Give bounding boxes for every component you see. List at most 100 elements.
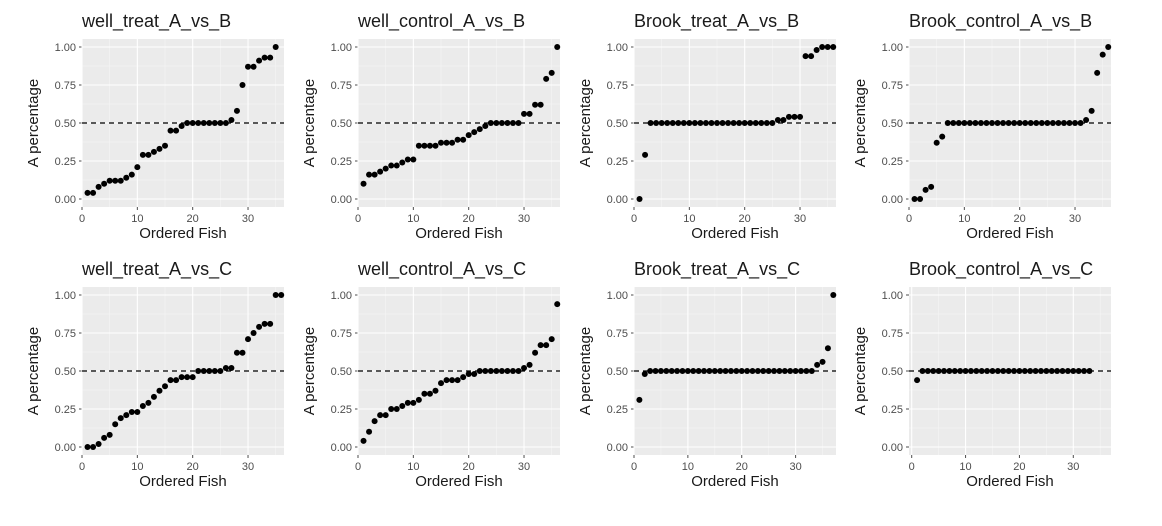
data-point — [758, 120, 765, 126]
data-point — [819, 358, 826, 365]
data-point — [504, 368, 511, 374]
data-point — [493, 120, 500, 126]
data-point — [134, 164, 141, 171]
data-point — [702, 120, 709, 126]
data-point — [819, 44, 826, 50]
data-point — [178, 374, 185, 381]
data-point — [1054, 368, 1061, 374]
data-point — [955, 120, 962, 126]
x-tick-label: 30 — [794, 213, 806, 225]
data-point — [256, 57, 263, 64]
data-point — [1075, 368, 1082, 374]
data-point — [787, 368, 794, 374]
y-tick-label: 0.00 — [331, 194, 352, 206]
x-tick-label: 30 — [242, 461, 254, 473]
data-point — [421, 390, 428, 397]
data-point — [465, 371, 472, 378]
data-point — [415, 396, 422, 403]
data-point — [717, 368, 724, 374]
x-tick-label: 0 — [355, 213, 361, 225]
y-tick-label: 0.50 — [331, 366, 352, 378]
y-tick-label: 1.00 — [55, 290, 76, 302]
data-point — [749, 368, 756, 374]
y-tick-label: 0.25 — [607, 156, 628, 168]
data-point — [162, 383, 169, 390]
data-point — [1027, 368, 1034, 374]
x-tick-label: 10 — [959, 461, 971, 473]
data-point — [930, 368, 937, 374]
data-point — [410, 156, 417, 163]
data-point — [769, 120, 776, 126]
data-point — [774, 116, 781, 123]
data-point — [972, 120, 979, 126]
x-tick-label: 10 — [131, 213, 143, 225]
data-point — [117, 177, 124, 184]
data-point — [460, 374, 467, 381]
data-point — [994, 120, 1001, 126]
data-point — [924, 368, 931, 374]
data-point — [123, 174, 130, 181]
data-point — [476, 368, 483, 374]
data-point — [669, 120, 676, 126]
data-point — [763, 120, 770, 126]
data-point — [747, 120, 754, 126]
data-point — [1099, 51, 1106, 58]
data-point — [914, 377, 921, 384]
x-tick-label: 20 — [739, 213, 751, 225]
x-tick-label: 20 — [1013, 461, 1025, 473]
x-tick-label: 0 — [631, 461, 637, 473]
y-axis-label: A percentage — [577, 327, 594, 415]
data-point — [426, 142, 433, 149]
data-point — [797, 113, 804, 120]
x-tick-label: 0 — [906, 213, 912, 225]
data-point — [935, 368, 942, 374]
data-point — [647, 368, 654, 374]
data-point — [752, 120, 759, 126]
data-point — [668, 368, 675, 374]
data-point — [736, 120, 743, 126]
data-point — [117, 415, 124, 422]
y-axis-label: A percentage — [301, 327, 318, 415]
y-tick-label: 0.00 — [331, 442, 352, 454]
y-tick-label: 0.75 — [331, 328, 352, 340]
data-point — [917, 196, 924, 202]
data-point — [652, 368, 659, 374]
data-point — [554, 301, 561, 308]
x-axis-label: Ordered Fish — [966, 473, 1054, 490]
data-point — [977, 120, 984, 126]
data-point — [1027, 120, 1034, 126]
data-point — [1105, 44, 1112, 50]
data-point — [432, 142, 439, 149]
data-point — [106, 431, 113, 438]
data-point — [1066, 120, 1073, 126]
data-point — [776, 368, 783, 374]
data-point — [719, 120, 726, 126]
data-point — [686, 120, 693, 126]
scatter-panel-6: well_control_A_vs_C 0.00 0.25 0.50 0.75 1.00 0… — [301, 259, 561, 490]
y-tick-label: 0.75 — [607, 80, 628, 92]
data-point — [1077, 120, 1084, 126]
y-tick-label: 0.25 — [331, 404, 352, 416]
data-point — [128, 409, 135, 416]
data-point — [679, 368, 686, 374]
data-point — [939, 133, 946, 140]
x-axis-label: Ordered Fish — [691, 473, 779, 490]
data-point — [178, 123, 185, 130]
x-tick-label: 30 — [518, 213, 530, 225]
data-point — [521, 110, 528, 117]
data-point — [399, 402, 406, 409]
y-tick-label: 0.50 — [882, 118, 903, 130]
data-point — [509, 120, 516, 126]
data-point — [145, 399, 152, 406]
y-tick-label: 0.25 — [607, 404, 628, 416]
y-tick-label: 0.25 — [55, 404, 76, 416]
x-tick-label: 10 — [131, 461, 143, 473]
data-point — [994, 368, 1001, 374]
data-point — [653, 120, 660, 126]
data-point — [393, 162, 400, 169]
y-tick-label: 0.25 — [882, 156, 903, 168]
data-point — [449, 377, 456, 384]
x-tick-label: 0 — [631, 213, 637, 225]
data-point — [261, 320, 268, 327]
